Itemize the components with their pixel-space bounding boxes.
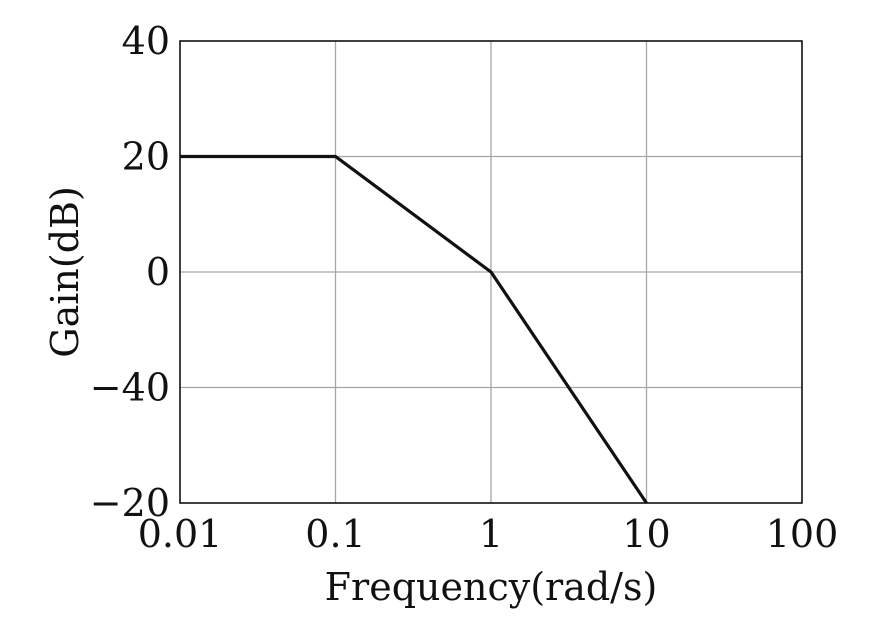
y-tick-label: 40 — [122, 19, 170, 63]
gain-line — [180, 154, 648, 504]
y-tick-label: 0 — [146, 250, 170, 294]
x-axis-label: Frequency(rad/s) — [325, 565, 658, 609]
y-tick-label: −20 — [90, 481, 170, 525]
x-tick-labels: 0.01 0.1 1 10 100 — [138, 512, 839, 556]
y-tick-label: 20 — [122, 135, 170, 179]
y-axis-label: Gain(dB) — [43, 186, 87, 358]
x-tick-label: 0.1 — [305, 512, 365, 556]
y-tick-label: −40 — [90, 366, 170, 410]
x-tick-label: 10 — [622, 512, 670, 556]
plot-frame — [179, 40, 803, 504]
x-tick-label: 100 — [766, 512, 839, 556]
x-tick-label: 1 — [479, 512, 503, 556]
x-tick-label: 0.01 — [138, 512, 223, 556]
y-tick-labels: 40 20 0 −40 −20 — [90, 19, 170, 525]
series-layer — [180, 154, 648, 504]
